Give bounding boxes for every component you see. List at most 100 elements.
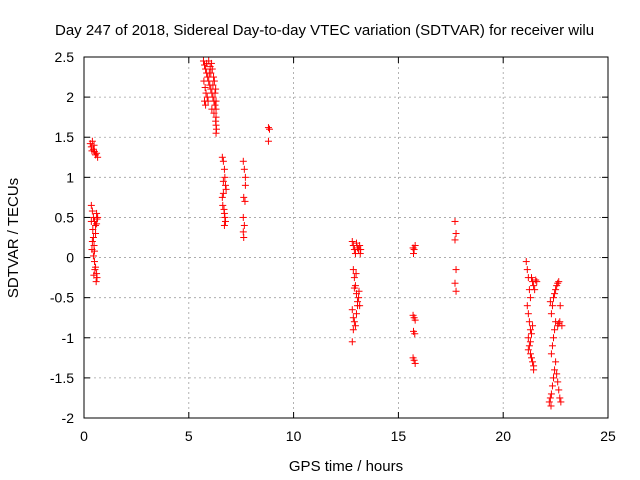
data-point [525, 342, 533, 350]
data-point [547, 390, 555, 398]
data-point [93, 149, 101, 157]
data-point [410, 356, 418, 364]
data-point [89, 225, 97, 233]
data-point [350, 284, 358, 292]
data-point [210, 73, 218, 81]
y-tick-label: -2 [62, 410, 75, 426]
data-point [523, 302, 531, 310]
data-point [239, 157, 247, 165]
grid-lines [84, 57, 608, 418]
data-point [524, 334, 532, 342]
data-point [411, 316, 419, 324]
data-point [219, 157, 227, 165]
data-point [452, 229, 460, 237]
x-tick-label: 10 [286, 428, 302, 444]
data-point [352, 270, 360, 278]
data-point [350, 318, 358, 326]
data-point [551, 290, 559, 298]
data-point [212, 117, 220, 125]
y-tick-label: -1 [62, 330, 75, 346]
data-point [221, 217, 229, 225]
data-point [554, 378, 562, 386]
data-point [451, 236, 459, 244]
data-point [348, 238, 356, 246]
data-point [552, 358, 560, 366]
data-point [350, 274, 358, 282]
data-point [222, 185, 230, 193]
data-point [411, 359, 419, 367]
data-point [556, 394, 564, 402]
data-point [547, 350, 555, 358]
data-point [551, 326, 559, 334]
x-tick-label: 20 [495, 428, 511, 444]
data-point [548, 302, 556, 310]
data-point [555, 278, 563, 286]
x-axis-title: GPS time / hours [289, 458, 403, 475]
data-point [89, 252, 97, 260]
data-point [533, 278, 541, 286]
x-tick-label: 5 [185, 428, 193, 444]
data-point [205, 57, 213, 65]
data-point [522, 258, 530, 266]
data-point [221, 213, 229, 221]
data-point [212, 125, 220, 133]
data-point [552, 286, 560, 294]
y-tick-label: -1.5 [50, 370, 74, 386]
data-point [219, 201, 227, 209]
data-point [265, 125, 273, 133]
data-point [356, 242, 364, 250]
data-point [212, 85, 220, 93]
data-point [525, 318, 533, 326]
data-point [201, 97, 209, 105]
data-point [211, 101, 219, 109]
y-tick-label: 0 [66, 250, 74, 266]
data-point [411, 330, 419, 338]
y-tick-label: 2 [66, 89, 74, 105]
data-point [523, 266, 531, 274]
data-point [550, 374, 558, 382]
data-point [530, 282, 538, 290]
data-point [201, 83, 209, 91]
data-point [91, 266, 99, 274]
data-point [240, 221, 248, 229]
data-point [527, 354, 535, 362]
y-tick-label: 1.5 [55, 129, 75, 145]
data-point [349, 266, 357, 274]
data-point [264, 137, 272, 145]
data-point [240, 193, 248, 201]
data-point [451, 279, 459, 287]
data-point [88, 147, 96, 155]
data-point [200, 77, 208, 85]
data-point [409, 250, 417, 258]
data-point [220, 221, 228, 229]
data-point [211, 89, 219, 97]
data-point [88, 207, 96, 215]
data-point [89, 234, 97, 241]
data-point [219, 189, 227, 197]
data-point [241, 173, 249, 181]
data-point [548, 382, 556, 390]
data-point [348, 306, 356, 314]
x-tick-label: 15 [391, 428, 407, 444]
data-point [90, 258, 98, 266]
data-point [547, 310, 555, 318]
data-point [90, 141, 98, 149]
data-point [221, 173, 229, 181]
data-point [349, 326, 357, 334]
data-point [218, 153, 226, 161]
data-point [527, 330, 535, 338]
data-point [546, 394, 554, 402]
data-points [86, 57, 566, 410]
data-point [547, 402, 555, 410]
data-point [202, 65, 210, 73]
data-point [355, 294, 363, 302]
data-point [558, 322, 566, 330]
data-point [88, 137, 96, 145]
data-point [92, 221, 100, 229]
data-point [203, 93, 211, 101]
x-axis-ticks: 0 5 10 15 20 25 [80, 57, 616, 444]
data-point [527, 274, 535, 282]
data-point [531, 286, 539, 294]
y-tick-label: 1 [66, 169, 74, 185]
data-point [207, 69, 215, 77]
